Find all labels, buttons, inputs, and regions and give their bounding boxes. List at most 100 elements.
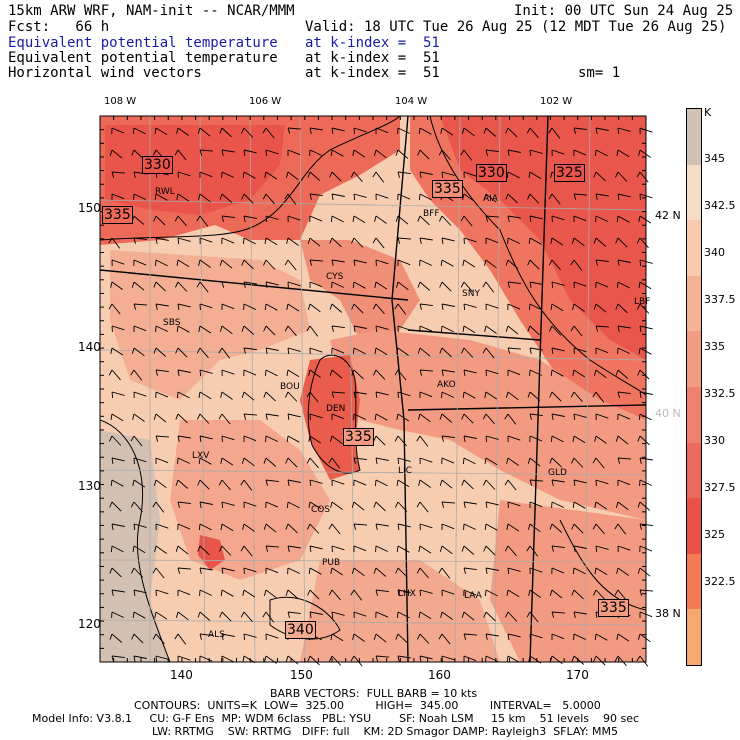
wind-barb [463, 589, 477, 597]
wind-barb [636, 655, 649, 667]
grid-y-120: 120 [78, 617, 101, 631]
wind-barb [152, 501, 165, 513]
lat-label-42n: 42 N [655, 209, 681, 222]
wind-barb [570, 391, 583, 403]
wind-barb [573, 215, 587, 222]
wind-barb [639, 611, 653, 618]
wind-barb [133, 391, 147, 399]
wind-barb [265, 215, 279, 223]
wind-barb [483, 545, 496, 556]
wind-barb [638, 347, 652, 355]
wind-barb [394, 369, 407, 381]
field-title-shaded: Equivalent potential temperature [8, 35, 278, 51]
border-ne-ks [407, 404, 646, 411]
wind-barb [262, 611, 275, 623]
wind-barb [287, 545, 301, 552]
wind-barb [220, 523, 234, 532]
wind-barb [375, 325, 389, 333]
colorbar-segment [687, 220, 701, 276]
wind-barb [573, 281, 587, 289]
wind-barb [507, 215, 521, 222]
wind-barb [483, 259, 497, 269]
wind-barb [133, 237, 147, 244]
wind-barb [331, 259, 345, 266]
wind-barb [441, 501, 456, 508]
wind-barb [131, 149, 144, 160]
colorbar-segment [687, 442, 701, 499]
wind-barb [285, 655, 299, 665]
wind-barb [153, 479, 167, 489]
wind-barb [132, 611, 146, 619]
wind-barb [639, 457, 653, 464]
wind-barb [331, 479, 345, 487]
contour-info: CONTOURS: UNITS=K LOW= 325.00 HIGH= 345.… [134, 699, 601, 712]
wind-barb [462, 457, 476, 465]
wind-barb [592, 523, 605, 535]
wind-barb [221, 567, 235, 574]
wind-barb [285, 171, 299, 181]
wind-barb [199, 655, 213, 663]
wind-barb [441, 303, 455, 310]
lon-label-104w: 104 W [395, 96, 428, 107]
wind-barb [463, 655, 477, 662]
wind-barb [287, 567, 300, 575]
wind-barb [528, 589, 541, 598]
wind-barb [482, 479, 496, 490]
wind-barb [639, 193, 653, 201]
contour-340-west [100, 419, 171, 662]
wind-barb [441, 523, 455, 530]
wind-barb [528, 237, 542, 245]
wind-barb [483, 127, 497, 137]
wind-barb [110, 347, 124, 356]
wind-barb [375, 611, 389, 619]
wind-barb [418, 127, 432, 135]
station-label: LBF [634, 297, 651, 307]
wind-barb [551, 479, 565, 486]
wind-barb [199, 633, 213, 640]
wind-barb [196, 281, 209, 293]
colorbar-segment [687, 275, 701, 332]
wind-barb [111, 127, 125, 135]
wind-barb [242, 237, 256, 245]
wind-barb [221, 633, 235, 640]
wind-barb [573, 127, 587, 134]
wind-barb [484, 589, 498, 597]
wind-barb [111, 171, 126, 178]
wind-barb [419, 457, 433, 465]
wind-barb [419, 589, 433, 597]
wind-barb [485, 303, 499, 311]
wind-barb [418, 611, 432, 620]
wind-barb [396, 479, 410, 488]
wind-barb [572, 501, 586, 509]
wind-barb [438, 215, 452, 226]
wind-barb [484, 457, 498, 466]
wind-barb [330, 149, 344, 157]
wind-barb [375, 457, 389, 464]
wind-barb [174, 149, 187, 161]
wind-barb [396, 347, 409, 356]
wind-barb [372, 369, 386, 380]
wind-barb [506, 457, 519, 466]
wind-barb [463, 523, 476, 531]
wind-barb [287, 479, 301, 486]
colorbar-label: 332.5 [704, 387, 736, 400]
wind-barb [462, 259, 476, 268]
wind-barb [551, 501, 564, 509]
station-label: LHX [398, 589, 416, 599]
wind-barb [419, 259, 432, 267]
wind-barb [220, 655, 234, 663]
wind-barb [460, 347, 474, 358]
wind-barb [485, 369, 499, 377]
lon-label-102w: 102 W [540, 96, 573, 107]
wind-barb [133, 259, 147, 267]
wind-barb [328, 457, 341, 469]
wind-barb [639, 545, 653, 553]
wind-barb [219, 259, 233, 269]
wind-barb [287, 127, 302, 134]
wind-barb [286, 435, 300, 443]
wind-barb [461, 413, 474, 424]
wind-barb [463, 237, 477, 245]
wind-barb [329, 237, 342, 248]
wind-barb [482, 413, 495, 425]
wind-barb [243, 633, 257, 641]
